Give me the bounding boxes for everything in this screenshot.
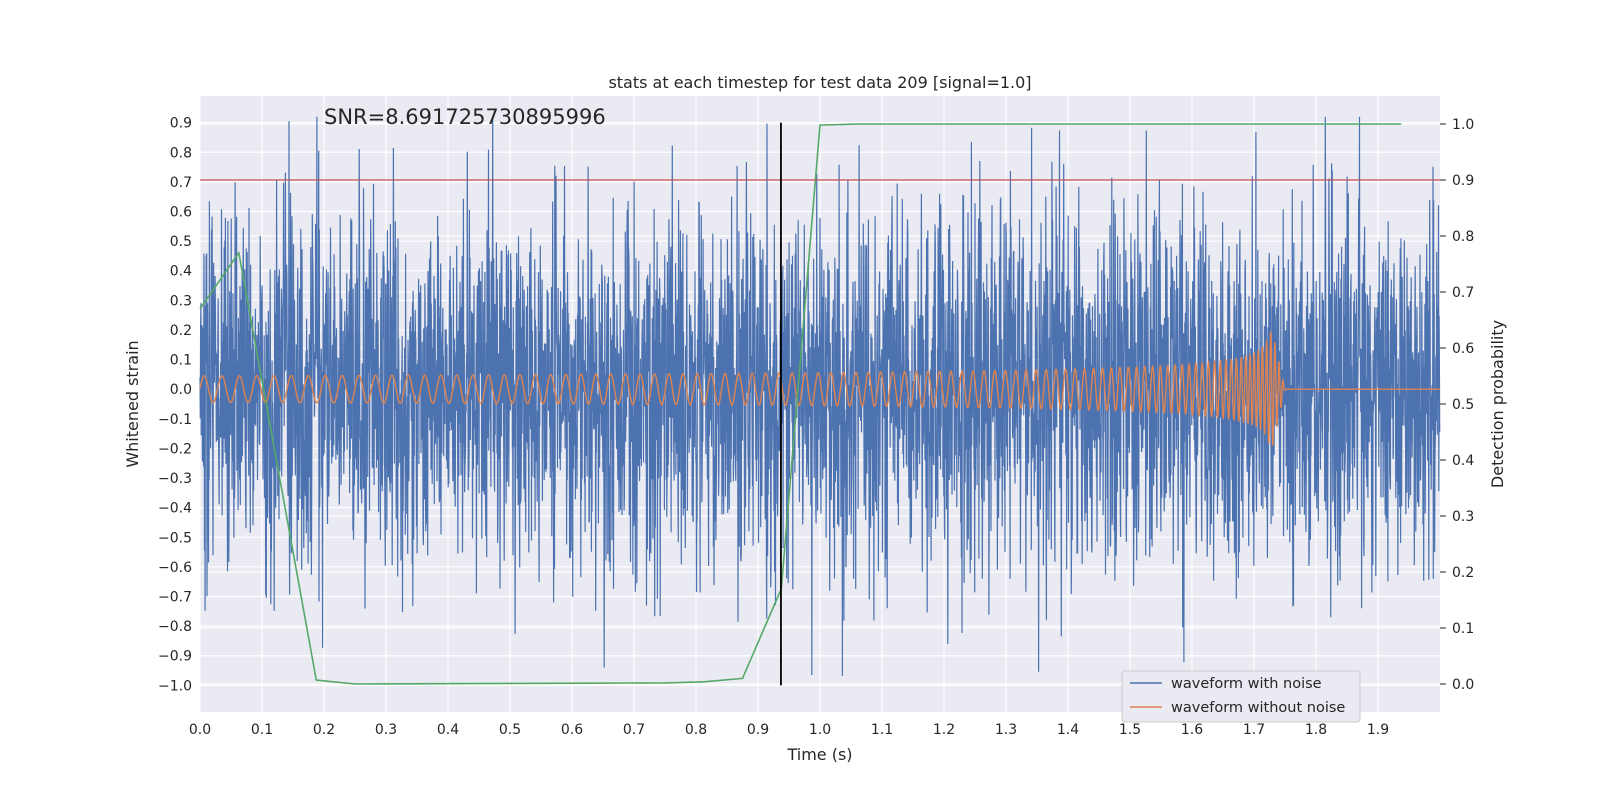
y-tick-label: 0.5 bbox=[170, 234, 192, 250]
y-tick-label: −0.3 bbox=[158, 471, 192, 487]
x-tick-label: 0.4 bbox=[437, 722, 459, 738]
series-waveform-with-noise bbox=[199, 116, 1441, 677]
snr-annotation: SNR=8.691725730895996 bbox=[324, 105, 606, 129]
y2-tick-label: 0.5 bbox=[1452, 397, 1474, 413]
y2-tick-label: 0.9 bbox=[1452, 173, 1474, 189]
x-tick-label: 1.5 bbox=[1119, 722, 1141, 738]
x-tick-label: 0.2 bbox=[313, 722, 335, 738]
y-tick-label: 0.1 bbox=[170, 353, 192, 369]
x-tick-label: 0.1 bbox=[251, 722, 273, 738]
y2-tick-label: 0.1 bbox=[1452, 621, 1474, 637]
chart-title: stats at each timestep for test data 209… bbox=[608, 73, 1031, 92]
y-axis-label: Whitened strain bbox=[123, 340, 142, 467]
x-tick-label: 1.1 bbox=[871, 722, 893, 738]
y-tick-label: −0.9 bbox=[158, 649, 192, 665]
y-tick-label: −0.2 bbox=[158, 441, 192, 457]
legend-label-without-noise: waveform without noise bbox=[1171, 700, 1345, 716]
y-tick-label: 0.3 bbox=[170, 293, 192, 309]
y-tick-label: 0.2 bbox=[170, 323, 192, 339]
x-tick-label: 0.7 bbox=[623, 722, 645, 738]
y2-tick-label: 0.7 bbox=[1452, 285, 1474, 301]
y-tick-label: 0.9 bbox=[170, 116, 192, 132]
y-tick-label: −1.0 bbox=[158, 678, 192, 694]
series-waveform-without-noise bbox=[199, 331, 1440, 446]
x-tick-label: 1.3 bbox=[995, 722, 1017, 738]
x-tick-label: 1.2 bbox=[933, 722, 955, 738]
x-tick-label: 1.6 bbox=[1181, 722, 1203, 738]
y-tick-label: −0.1 bbox=[158, 412, 192, 428]
x-tick-label: 0.0 bbox=[189, 722, 211, 738]
y2-tick-label: 0.0 bbox=[1452, 677, 1474, 693]
legend: waveform with noise waveform without noi… bbox=[1121, 670, 1361, 723]
y2-tick-label: 0.6 bbox=[1452, 341, 1474, 357]
x-axis-label: Time (s) bbox=[786, 745, 852, 764]
y-tick-label: 0.6 bbox=[170, 205, 192, 221]
y2-tick-label: 0.4 bbox=[1452, 453, 1474, 469]
y-tick-label: 0.4 bbox=[170, 264, 192, 280]
x-tick-label: 0.6 bbox=[561, 722, 583, 738]
legend-label-with-noise: waveform with noise bbox=[1171, 676, 1322, 692]
y2-axis-label: Detection probability bbox=[1488, 320, 1507, 488]
series-layer bbox=[199, 116, 1441, 686]
x-tick-label: 0.8 bbox=[685, 722, 707, 738]
x-tick-label: 1.7 bbox=[1243, 722, 1265, 738]
x-tick-label: 1.8 bbox=[1305, 722, 1327, 738]
y2-tick-label: 0.3 bbox=[1452, 509, 1474, 525]
y2-tick-label: 1.0 bbox=[1452, 117, 1474, 133]
y-tick-label: 0.8 bbox=[170, 145, 192, 161]
y-tick-label: −0.5 bbox=[158, 530, 192, 546]
x-tick-label: 1.9 bbox=[1367, 722, 1389, 738]
y2-tick-label: 0.2 bbox=[1452, 565, 1474, 581]
legend-box bbox=[1121, 670, 1361, 723]
y-tick-label: 0.0 bbox=[170, 382, 192, 398]
y-tick-label: −0.6 bbox=[158, 560, 192, 576]
x-tick-label: 1.0 bbox=[809, 722, 831, 738]
y-tick-label: −0.4 bbox=[158, 501, 192, 517]
x-tick-label: 0.3 bbox=[375, 722, 397, 738]
x-tick-label: 0.5 bbox=[499, 722, 521, 738]
x-tick-label: 0.9 bbox=[747, 722, 769, 738]
y-tick-label: −0.8 bbox=[158, 619, 192, 635]
ticks: 0.0 0.1 0.2 0.3 0.4 0.5 0.6 0.7 0.8 0.9 1.0 1.1 1.2 1… bbox=[158, 116, 1474, 738]
series-detection-probability bbox=[199, 123, 1402, 685]
y-tick-label: 0.7 bbox=[170, 175, 192, 191]
y-tick-label: −0.7 bbox=[158, 590, 192, 606]
x-tick-label: 1.4 bbox=[1057, 722, 1079, 738]
y2-tick-label: 0.8 bbox=[1452, 229, 1474, 245]
